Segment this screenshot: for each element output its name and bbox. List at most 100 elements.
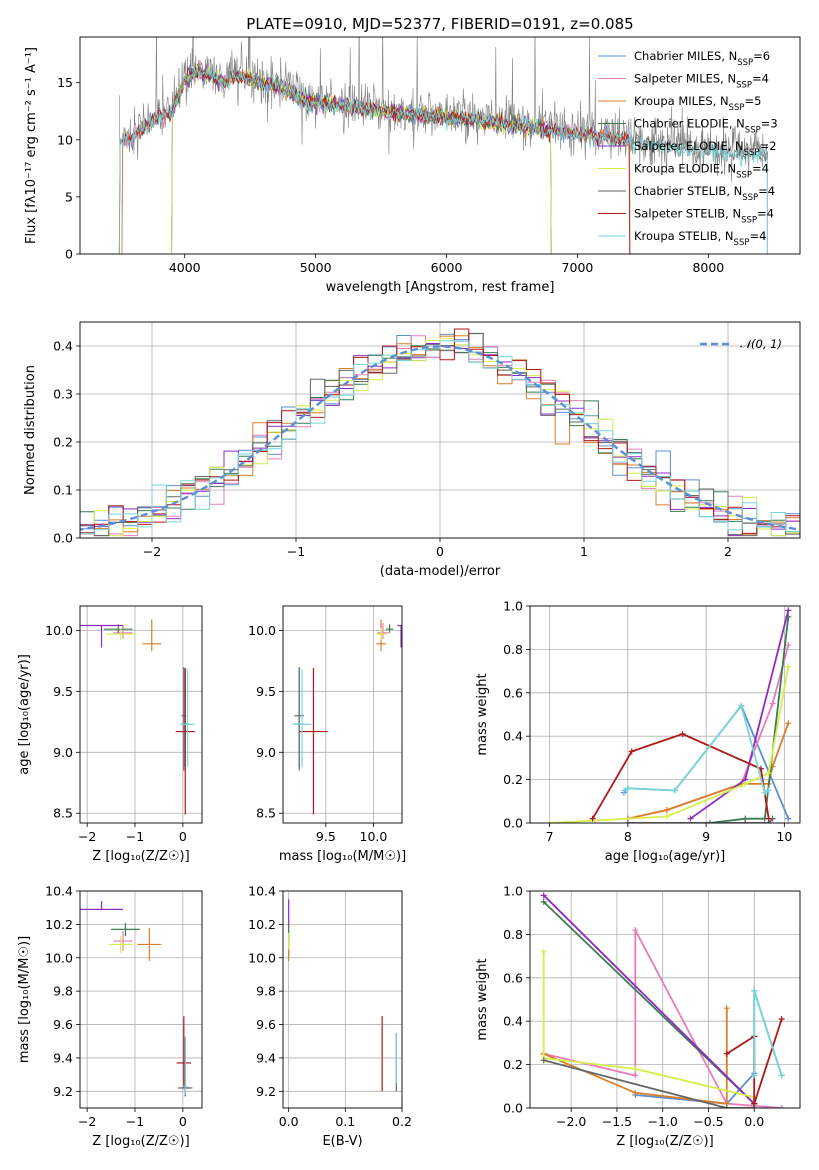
x-tick-label: 5000: [300, 260, 332, 275]
x-axis-label: wavelength [Angstrom, rest frame]: [326, 280, 555, 295]
series-marker: [687, 815, 694, 822]
x-tick-label: 8: [624, 829, 632, 844]
x-tick-label: −2: [78, 829, 96, 844]
series-marker: [778, 1072, 785, 1079]
axes-frame: [79, 605, 203, 824]
axes-frame: [79, 321, 801, 539]
model-spectrum-kroupa-miles: [121, 68, 631, 254]
y-tick-label: 0.8: [503, 927, 523, 942]
model-spectrum-salpeter-stelib: [118, 67, 631, 254]
x-tick-label: 6000: [431, 260, 463, 275]
x-tick-label: −1: [287, 544, 305, 559]
axes-frame-group: 7 8 9 10 0.0 0.2 0.4 0.6 0.8 1.0 age [log₁₀(age/yr…: [475, 599, 801, 864]
series-marker: [723, 1050, 730, 1057]
x-tick-label: 0.2: [392, 1114, 412, 1129]
y-tick-label: 10.2: [248, 917, 276, 932]
y-tick-label: 15: [57, 75, 73, 90]
errorbar-chabrier-elodie: [385, 624, 394, 633]
series-marker: [546, 820, 553, 823]
errorbar-kroupa-elodie: [376, 627, 386, 641]
series-kroupa-elodie: [546, 663, 792, 823]
legend-label: Kroupa STELIB, NSSP=4: [634, 229, 766, 248]
y-tick-label: 9.4: [53, 1050, 73, 1065]
y-tick-label: 9.5: [256, 684, 276, 699]
series-marker: [540, 898, 547, 905]
errorbar-salpeter-elodie: [397, 624, 402, 648]
x-tick-label: 9: [702, 829, 710, 844]
series-line: [542, 951, 755, 1099]
series-marker: [628, 748, 635, 755]
series-marker: [778, 1016, 785, 1023]
series-marker: [723, 1105, 730, 1108]
plot-area: [288, 899, 397, 1092]
x-axis-label: Z [log₁₀(Z/Z☉)]: [92, 849, 189, 864]
panel-weight_vs_age: 7 8 9 10 0.0 0.2 0.4 0.6 0.8 1.0 age [log₁₀(age/yr…: [475, 599, 801, 864]
x-tick-label: −2: [143, 544, 161, 559]
series-marker: [769, 700, 776, 707]
series-marker: [738, 702, 745, 709]
x-tick-label: 2: [724, 544, 732, 559]
y-tick-label: 0.2: [503, 1057, 523, 1072]
model-spectrum-chabrier-miles: [121, 64, 631, 254]
y-tick-label: 0.4: [503, 729, 523, 744]
y-tick-label: 10: [57, 132, 73, 147]
series-marker: [663, 813, 670, 820]
series-salpeter-elodie: [540, 892, 758, 1107]
series-marker: [632, 1072, 639, 1079]
legend-label: Chabrier STELIB, NSSP=4: [634, 184, 775, 203]
panel-residuals: −2 −1 0 1 2 0.0 0.1 0.2 0.3 0.4 (data-model)/error…: [23, 321, 801, 579]
y-tick-label: 10.0: [45, 623, 73, 638]
axes-frame-group: −2 −1 0 1 2 0.0 0.1 0.2 0.3 0.4 (data-model)/error…: [23, 321, 801, 579]
legend-label: Kroupa MILES, NSSP=5: [634, 94, 761, 113]
series-marker: [540, 948, 547, 955]
series-marker: [742, 780, 749, 787]
legend-label: Chabrier MILES, NSSP=6: [634, 49, 770, 68]
x-axis-label: (data-model)/error: [380, 564, 501, 579]
series-marker: [785, 642, 792, 649]
y-tick-label: 1.0: [503, 884, 523, 899]
x-tick-label: −1: [126, 829, 144, 844]
errorbar-salpeter-stelib: [299, 668, 328, 815]
axes-frame-group: −2.0 −1.5 −1.0 −0.5 0.0 0.0 0.2 0.4 0.6 0.8 1.0 Z […: [475, 884, 801, 1149]
y-tick-label: 0: [65, 247, 73, 262]
axes-frame-group: 0.0 0.1 0.2 9.2 9.4 9.6 9.8 10.0 10.2 10.4 E(B-V): [248, 884, 412, 1150]
series-kroupa-elodie: [540, 948, 758, 1101]
x-tick-label: 10.0: [360, 829, 388, 844]
y-tick-label: 0.3: [53, 387, 73, 402]
x-tick-label: 10: [776, 829, 792, 844]
legend-label-normal: 𝒩(0, 1): [740, 337, 782, 351]
x-tick-label: 8000: [692, 260, 724, 275]
x-tick-label: −0.5: [693, 1114, 723, 1129]
series-marker: [785, 815, 792, 822]
series-kroupa-stelib: [620, 702, 772, 796]
axes-frame: [529, 890, 801, 1109]
histogram-kroupa-stelib: [80, 340, 800, 535]
series-marker: [540, 1057, 547, 1064]
series-marker: [751, 1072, 758, 1079]
errorbar-kroupa-miles: [137, 927, 162, 962]
series-line: [689, 610, 790, 820]
plot-area: [546, 607, 792, 823]
y-tick-label: 9.6: [256, 1017, 276, 1032]
series-marker: [620, 787, 627, 794]
x-tick-label: −1: [126, 1114, 144, 1129]
y-tick-label: 10.2: [45, 917, 73, 932]
errorbar-salpeter-stelib: [176, 1016, 191, 1088]
plot-area: [80, 901, 193, 1097]
series-line: [709, 616, 790, 823]
errorbar-salpeter-elodie: [80, 901, 124, 910]
y-tick-label: 9.0: [256, 745, 276, 760]
errorbar-salpeter-stelib: [175, 668, 195, 815]
series-marker: [707, 820, 713, 823]
axes-frame-group: −2 −1 0 9.2 9.4 9.6 9.8 10.0 10.2 10.4 Z [log₁₀(Z/…: [17, 884, 203, 1149]
y-tick-label: 0.4: [53, 339, 73, 354]
y-tick-label: 9.2: [256, 1084, 276, 1099]
y-tick-label: 5: [65, 189, 73, 204]
axes-frame: [529, 605, 801, 824]
y-tick-label: 10.0: [248, 623, 276, 638]
series-marker: [624, 820, 631, 823]
x-tick-label: 1: [580, 544, 588, 559]
series-marker: [751, 1100, 758, 1107]
plot-area: [292, 619, 402, 815]
panel-mass_vs_ebv: 0.0 0.1 0.2 9.2 9.4 9.6 9.8 10.0 10.2 10.4 E(B-V): [248, 884, 412, 1150]
